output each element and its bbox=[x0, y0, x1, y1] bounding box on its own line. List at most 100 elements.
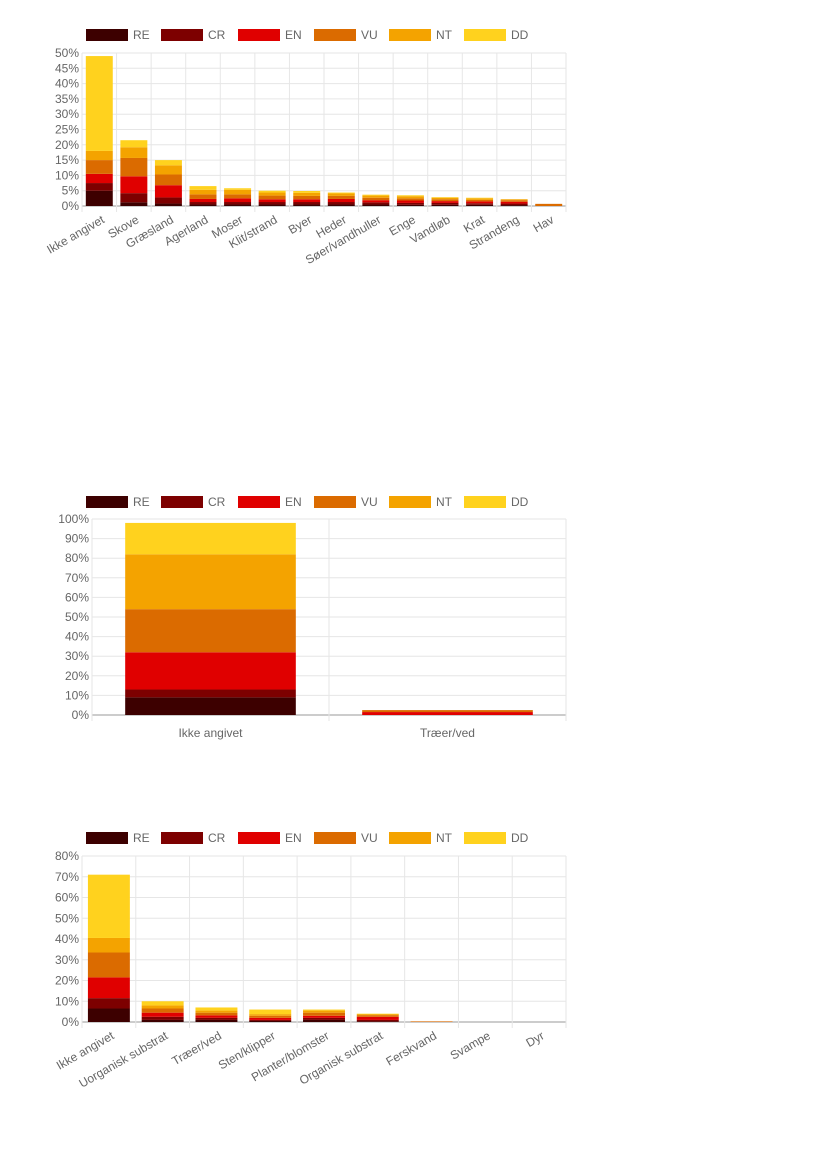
bar-segment-re[interactable] bbox=[356, 1021, 399, 1022]
legend-label-vu[interactable]: VU bbox=[361, 28, 378, 42]
bar-segment-cr[interactable] bbox=[396, 202, 424, 205]
bar-segment-en[interactable] bbox=[125, 652, 296, 690]
bar-segment-nt[interactable] bbox=[224, 189, 252, 195]
bar-segment-en[interactable] bbox=[303, 1015, 345, 1018]
bar-segment-en[interactable] bbox=[224, 198, 252, 203]
bar-segment-re[interactable] bbox=[87, 1008, 130, 1022]
bar-segment-dd[interactable] bbox=[303, 1009, 345, 1011]
legend-label-nt[interactable]: NT bbox=[436, 831, 453, 845]
bar-segment-vu[interactable] bbox=[535, 203, 563, 206]
bar-segment-cr[interactable] bbox=[500, 203, 528, 206]
bar-segment-cr[interactable] bbox=[356, 1019, 399, 1022]
bar-segment-cr[interactable] bbox=[293, 202, 321, 205]
bar-segment-vu[interactable] bbox=[249, 1015, 292, 1018]
bar-segment-dd[interactable] bbox=[396, 195, 424, 197]
bar-segment-cr[interactable] bbox=[327, 202, 355, 205]
legend-swatch-cr[interactable] bbox=[161, 29, 203, 41]
legend-swatch-re[interactable] bbox=[86, 29, 128, 41]
bar-segment-cr[interactable] bbox=[431, 202, 459, 205]
bar-segment-vu[interactable] bbox=[356, 1015, 399, 1017]
bar-segment-re[interactable] bbox=[125, 697, 296, 715]
bar-segment-cr[interactable] bbox=[87, 998, 130, 1009]
bar-segment-dd[interactable] bbox=[362, 194, 390, 196]
legend-label-re[interactable]: RE bbox=[133, 28, 150, 42]
bar-segment-nt[interactable] bbox=[189, 189, 217, 195]
bar-segment-vu[interactable] bbox=[362, 197, 390, 201]
bar-segment-en[interactable] bbox=[431, 201, 459, 203]
bar-segment-cr[interactable] bbox=[249, 1019, 292, 1021]
bar-segment-dd[interactable] bbox=[431, 197, 459, 198]
bar-segment-vu[interactable] bbox=[87, 952, 130, 978]
bar-segment-vu[interactable] bbox=[396, 198, 424, 201]
bar-segment-nt[interactable] bbox=[303, 1010, 345, 1013]
bar-segment-cr[interactable] bbox=[189, 202, 217, 205]
bar-segment-dd[interactable] bbox=[87, 874, 130, 938]
bar-segment-nt[interactable] bbox=[85, 150, 113, 161]
bar-segment-nt[interactable] bbox=[466, 198, 494, 200]
legend-swatch-nt[interactable] bbox=[389, 496, 431, 508]
bar-segment-en[interactable] bbox=[87, 977, 130, 999]
bar-segment-dd[interactable] bbox=[224, 188, 252, 190]
bar-segment-re[interactable] bbox=[396, 204, 424, 206]
bar-segment-nt[interactable] bbox=[141, 1005, 184, 1009]
bar-segment-cr[interactable] bbox=[120, 193, 148, 203]
bar-segment-en[interactable] bbox=[120, 176, 148, 194]
bar-segment-nt[interactable] bbox=[258, 192, 286, 196]
bar-segment-dd[interactable] bbox=[293, 191, 321, 193]
legend-label-vu[interactable]: VU bbox=[361, 831, 378, 845]
bar-segment-cr[interactable] bbox=[224, 202, 252, 205]
bar-segment-nt[interactable] bbox=[362, 195, 390, 198]
bar-segment-vu[interactable] bbox=[120, 157, 148, 177]
bar-segment-nt[interactable] bbox=[195, 1010, 238, 1013]
bar-segment-vu[interactable] bbox=[85, 160, 113, 174]
bar-segment-vu[interactable] bbox=[125, 609, 296, 653]
legend-swatch-en[interactable] bbox=[238, 29, 280, 41]
bar-segment-cr[interactable] bbox=[466, 203, 494, 205]
bar-segment-nt[interactable] bbox=[120, 147, 148, 158]
bar-segment-vu[interactable] bbox=[141, 1008, 184, 1013]
legend-swatch-vu[interactable] bbox=[314, 832, 356, 844]
legend-swatch-en[interactable] bbox=[238, 832, 280, 844]
bar-segment-re[interactable] bbox=[258, 204, 286, 206]
bar-segment-nt[interactable] bbox=[125, 554, 296, 610]
bar-segment-en[interactable] bbox=[85, 173, 113, 184]
bar-segment-dd[interactable] bbox=[154, 160, 182, 166]
legend-label-dd[interactable]: DD bbox=[511, 495, 529, 509]
bar-segment-vu[interactable] bbox=[154, 174, 182, 186]
bar-segment-dd[interactable] bbox=[195, 1007, 238, 1011]
legend-swatch-vu[interactable] bbox=[314, 29, 356, 41]
legend-swatch-dd[interactable] bbox=[464, 29, 506, 41]
legend-swatch-re[interactable] bbox=[86, 496, 128, 508]
bar-segment-nt[interactable] bbox=[327, 193, 355, 196]
legend-swatch-nt[interactable] bbox=[389, 832, 431, 844]
bar-segment-dd[interactable] bbox=[466, 197, 494, 199]
bar-segment-re[interactable] bbox=[189, 204, 217, 206]
legend-label-dd[interactable]: DD bbox=[511, 28, 529, 42]
legend-label-en[interactable]: EN bbox=[285, 28, 302, 42]
bar-segment-en[interactable] bbox=[249, 1017, 292, 1020]
bar-segment-en[interactable] bbox=[293, 199, 321, 203]
bar-segment-en[interactable] bbox=[258, 199, 286, 203]
bar-segment-nt[interactable] bbox=[293, 192, 321, 196]
bar-segment-vu[interactable] bbox=[224, 194, 252, 199]
bar-segment-cr[interactable] bbox=[195, 1017, 238, 1020]
legend-label-re[interactable]: RE bbox=[133, 495, 150, 509]
bar-segment-vu[interactable] bbox=[466, 199, 494, 202]
bar-segment-en[interactable] bbox=[141, 1012, 184, 1017]
bar-segment-re[interactable] bbox=[327, 204, 355, 206]
bar-segment-dd[interactable] bbox=[356, 1013, 399, 1015]
bar-segment-vu[interactable] bbox=[189, 194, 217, 199]
bar-segment-re[interactable] bbox=[154, 203, 182, 206]
bar-segment-vu[interactable] bbox=[293, 195, 321, 200]
bar-segment-re[interactable] bbox=[303, 1019, 345, 1022]
bar-segment-en[interactable] bbox=[189, 198, 217, 203]
bar-segment-nt[interactable] bbox=[356, 1014, 399, 1016]
bar-segment-en[interactable] bbox=[362, 712, 533, 715]
bar-segment-cr[interactable] bbox=[362, 202, 390, 205]
legend-label-cr[interactable]: CR bbox=[208, 495, 226, 509]
bar-segment-nt[interactable] bbox=[87, 937, 130, 953]
bar-segment-re[interactable] bbox=[293, 204, 321, 206]
bar-segment-vu[interactable] bbox=[327, 195, 355, 199]
bar-segment-vu[interactable] bbox=[362, 710, 533, 713]
bar-segment-vu[interactable] bbox=[303, 1012, 345, 1016]
